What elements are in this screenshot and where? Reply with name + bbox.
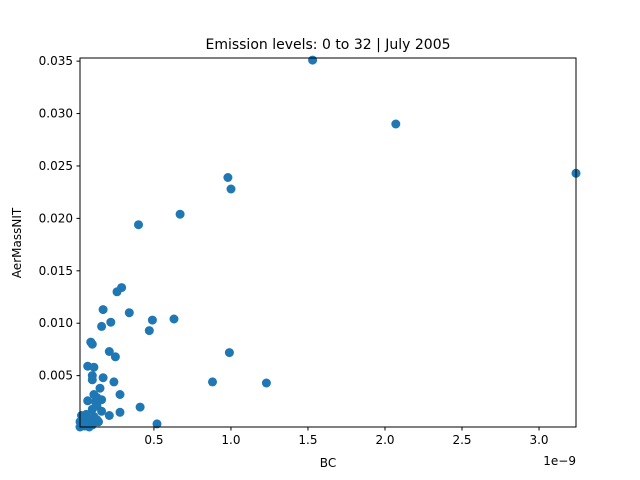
data-point bbox=[223, 173, 233, 182]
plot-frame bbox=[79, 57, 577, 428]
data-point bbox=[80, 421, 90, 431]
data-point bbox=[87, 339, 97, 349]
data-point bbox=[144, 326, 154, 336]
data-point bbox=[97, 406, 107, 416]
y-tick-label: 0.015 bbox=[39, 264, 73, 278]
x-tick-label: 2.0 bbox=[375, 433, 394, 447]
data-point bbox=[224, 348, 234, 358]
data-point bbox=[109, 377, 119, 387]
data-point bbox=[106, 317, 116, 327]
y-tick-label: 0.035 bbox=[39, 54, 73, 68]
x-tick-label: 3.0 bbox=[529, 433, 548, 447]
data-point bbox=[208, 377, 217, 387]
x-axis-label: BC bbox=[320, 456, 336, 470]
x-tick-label: 0.5 bbox=[144, 433, 163, 447]
data-point bbox=[124, 308, 134, 318]
y-tick-label: 0.030 bbox=[39, 107, 73, 121]
x-axis-ticks: 0.5 1.0 1.5 2.0 2.5 3.0 bbox=[144, 427, 549, 447]
data-point bbox=[135, 402, 145, 412]
data-point bbox=[87, 404, 97, 414]
data-point bbox=[83, 396, 93, 406]
y-tick-label: 0.005 bbox=[39, 369, 73, 383]
data-point bbox=[175, 209, 185, 219]
data-point bbox=[110, 352, 120, 362]
chart-title: Emission levels: 0 to 32 | July 2005 bbox=[205, 37, 450, 53]
data-point bbox=[115, 390, 125, 399]
x-tick-label: 2.5 bbox=[452, 433, 471, 447]
y-axis-ticks: 0.005 0.010 0.015 0.020 0.025 0.030 0.035 bbox=[39, 54, 80, 383]
data-point bbox=[87, 420, 97, 430]
data-point bbox=[308, 55, 318, 65]
x-tick-label: 1.5 bbox=[298, 433, 317, 447]
data-point bbox=[261, 378, 271, 388]
data-point bbox=[112, 287, 122, 297]
x-axis-offset-text: 1e−9 bbox=[543, 454, 576, 468]
data-point bbox=[97, 321, 107, 331]
data-point bbox=[169, 314, 179, 324]
y-tick-label: 0.025 bbox=[39, 159, 73, 173]
scatter-points bbox=[75, 55, 581, 432]
data-point bbox=[152, 419, 162, 429]
data-point bbox=[147, 315, 157, 325]
x-tick-label: 1.0 bbox=[221, 433, 240, 447]
data-point bbox=[104, 411, 114, 420]
data-point bbox=[98, 373, 108, 383]
data-point bbox=[98, 305, 108, 315]
y-axis-label: AerMassNIT bbox=[10, 207, 24, 278]
y-tick-label: 0.010 bbox=[39, 316, 73, 330]
data-point bbox=[134, 220, 143, 230]
data-point bbox=[89, 362, 99, 372]
data-point bbox=[391, 119, 401, 129]
y-tick-label: 0.020 bbox=[39, 211, 73, 225]
data-point bbox=[87, 375, 97, 385]
data-point bbox=[104, 347, 114, 356]
data-point bbox=[115, 407, 125, 417]
data-point bbox=[95, 383, 105, 393]
data-point bbox=[226, 184, 236, 194]
